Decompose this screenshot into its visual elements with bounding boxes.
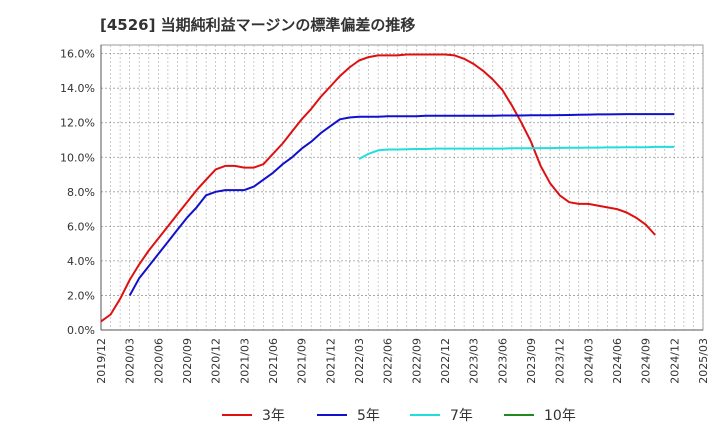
x-tick-label: 2023/09 (525, 338, 538, 384)
x-tick-label: 2024/09 (640, 338, 653, 384)
y-tick-label: 4.0% (67, 255, 95, 268)
x-tick-label: 2020/06 (152, 338, 165, 384)
x-tick-label: 2023/03 (468, 338, 481, 384)
x-tick-label: 2020/09 (181, 338, 194, 384)
x-tick-label: 2021/12 (324, 338, 337, 384)
series-line-3 (358, 145, 675, 160)
legend-swatch (222, 414, 252, 416)
x-tick-label: 2019/12 (95, 338, 108, 384)
legend-item-3: 7年 (410, 404, 473, 426)
x-tick-label: 2024/03 (582, 338, 595, 384)
y-tick-label: 8.0% (67, 186, 95, 199)
legend-label: 5年 (357, 408, 380, 424)
x-tick-label: 2022/09 (410, 338, 423, 384)
legend-swatch (410, 414, 440, 416)
legend-label: 7年 (450, 408, 473, 424)
legend-swatch (317, 414, 347, 416)
y-tick-label: 12.0% (60, 117, 95, 130)
legend-label: 3年 (262, 408, 285, 424)
legend-swatch (504, 414, 534, 416)
x-tick-label: 2021/09 (296, 338, 309, 384)
chart-title: [4526] 当期純利益マージンの標準偏差の推移 (100, 16, 416, 34)
x-tick-label: 2020/12 (210, 338, 223, 384)
x-tick-label: 2025/03 (697, 338, 710, 384)
y-tick-label: 10.0% (60, 151, 95, 164)
series-line-1 (100, 53, 656, 323)
series-lines (100, 53, 675, 323)
x-tick-label: 2022/06 (382, 338, 395, 384)
legend: 3年 5年 7年 10年 (0, 404, 720, 426)
x-tick-label: 2021/06 (267, 338, 280, 384)
y-tick-label: 0.0% (67, 324, 95, 337)
series-line-2 (128, 113, 675, 296)
plot-area (100, 44, 704, 331)
legend-item-2: 5年 (317, 404, 380, 426)
legend-item-4: 10年 (504, 404, 576, 426)
x-tick-label: 2022/12 (439, 338, 452, 384)
y-tick-label: 6.0% (67, 220, 95, 233)
y-tick-label: 14.0% (60, 82, 95, 95)
grid (100, 44, 704, 331)
legend-item-1: 3年 (222, 404, 285, 426)
line-chart: 0.0% 2.0% 4.0% 6.0% 8.0% 10.0% 12.0% 14.0% 16.0%… (60, 44, 710, 384)
y-tick-label: 16.0% (60, 48, 95, 61)
x-tick-label: 2023/12 (554, 338, 567, 384)
x-tick-label: 2024/12 (668, 338, 681, 384)
tick-labels: 0.0% 2.0% 4.0% 6.0% 8.0% 10.0% 12.0% 14.0% 16.0%… (60, 48, 710, 384)
x-tick-label: 2023/06 (496, 338, 509, 384)
legend-label: 10年 (544, 408, 576, 424)
x-tick-label: 2021/03 (238, 338, 251, 384)
y-tick-label: 2.0% (67, 289, 95, 302)
x-tick-label: 2024/06 (611, 338, 624, 384)
x-tick-label: 2022/03 (353, 338, 366, 384)
axes (100, 45, 703, 331)
x-tick-label: 2020/03 (124, 338, 137, 384)
